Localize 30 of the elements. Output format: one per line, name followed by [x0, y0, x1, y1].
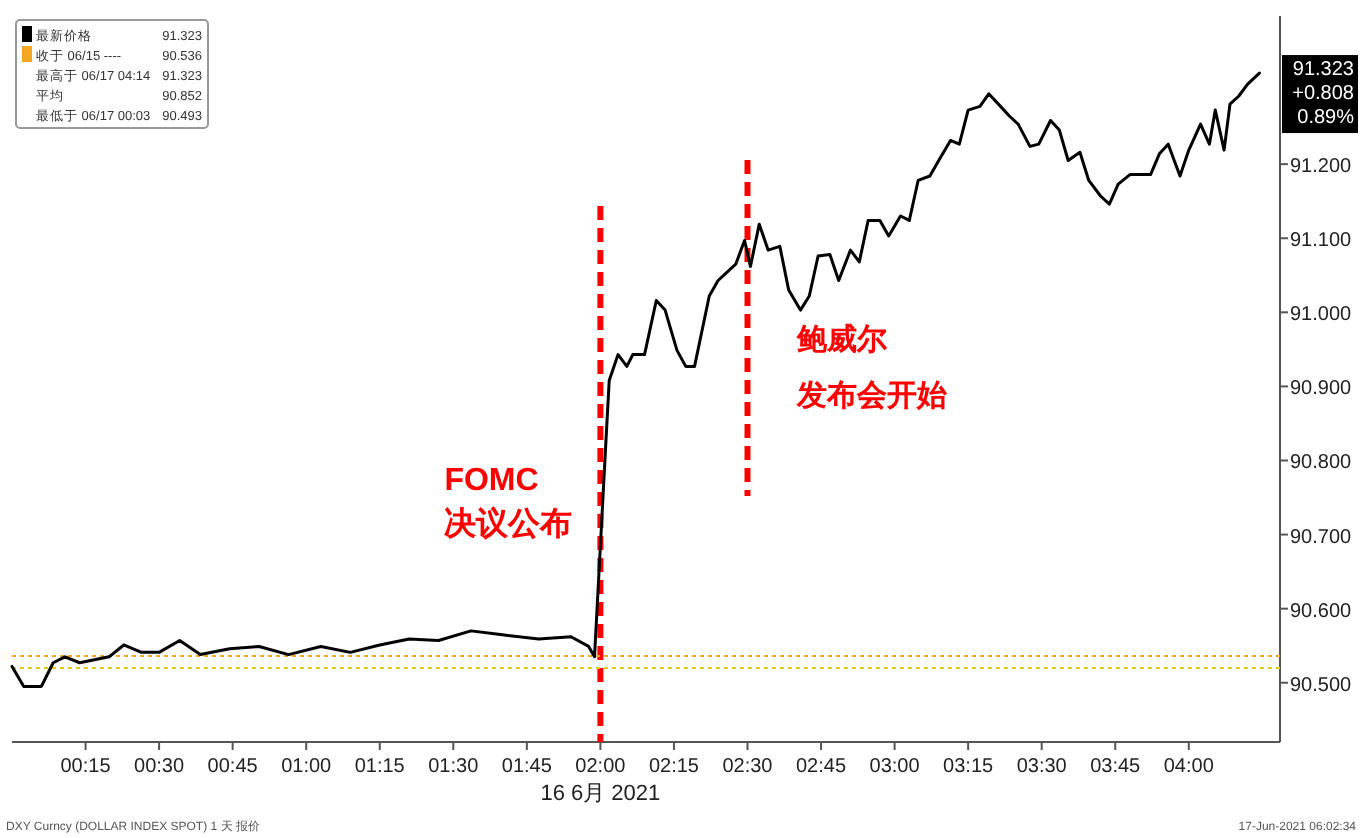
x-tick-label: 03:45	[1090, 756, 1142, 778]
x-tick-label: 00:45	[207, 756, 259, 778]
ref-line-label: FOMC	[444, 464, 540, 499]
x-tick-label: 01:15	[354, 756, 406, 778]
last-value: 91.323 +0.808 0.89%	[1282, 55, 1358, 134]
x-tick-label: 00:30	[134, 756, 185, 778]
x-tick-label: 03:00	[869, 756, 921, 778]
x-tick-label: 03:15	[943, 756, 995, 778]
annotation: 发布会开始	[795, 379, 950, 414]
annotation: 决议公布	[444, 506, 573, 543]
y-tick-label: 91.200	[1290, 156, 1353, 179]
x-tick-label: 02:45	[796, 756, 847, 778]
x-axis-title: 16 6月 2021	[540, 782, 661, 806]
x-tick-label: 01:00	[281, 756, 333, 778]
x-tick-label: 02:15	[648, 756, 700, 778]
y-tick-label: 90.900	[1290, 378, 1353, 401]
y-tick-label: 91.100	[1290, 230, 1353, 253]
y-tick-label: 90.600	[1290, 600, 1353, 623]
y-tick-label: 90.800	[1290, 452, 1353, 475]
x-tick-label: 04:00	[1163, 756, 1215, 778]
x-tick-label: 03:30	[1016, 756, 1068, 778]
x-tick-label: 02:30	[722, 756, 774, 778]
ref-line-label: 鲍威尔	[795, 323, 890, 358]
y-tick-label: 90.500	[1290, 674, 1353, 697]
x-tick-label: 01:30	[428, 756, 480, 778]
y-tick-label: 91.000	[1290, 304, 1353, 327]
y-tick-label: 90.700	[1290, 526, 1353, 549]
x-tick-label: 02:00	[575, 756, 627, 778]
x-tick-label: 01:45	[501, 756, 553, 778]
x-tick-label: 00:15	[60, 756, 112, 778]
